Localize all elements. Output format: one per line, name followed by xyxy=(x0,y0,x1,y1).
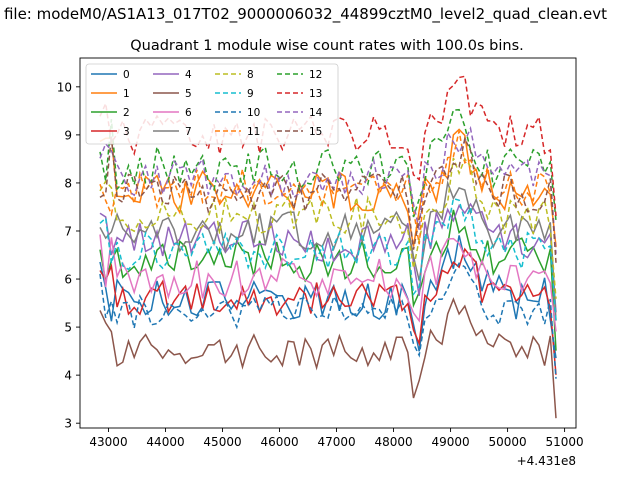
legend-label-4: 4 xyxy=(185,69,192,81)
y-tick-label: 3 xyxy=(64,417,72,431)
x-tick-label: 48000 xyxy=(374,435,412,449)
series-line-8 xyxy=(99,157,557,299)
y-tick-label: 5 xyxy=(64,321,72,335)
x-axis-offset-label: +4.431e8 xyxy=(517,454,576,468)
legend-label-12: 12 xyxy=(309,69,322,81)
x-axis: 43000 44000 45000 46000 47000 48000 49000 50000… xyxy=(89,428,584,449)
legend-label-2: 2 xyxy=(123,107,130,119)
y-tick-label: 6 xyxy=(64,273,72,287)
axes-frame xyxy=(79,57,577,429)
series-line-9 xyxy=(99,197,557,321)
legend-label-3: 3 xyxy=(123,126,130,138)
legend-label-14: 14 xyxy=(309,107,323,119)
chart-title: Quadrant 1 module wise count rates with … xyxy=(130,38,524,54)
series-line-13 xyxy=(99,75,557,217)
series-line-7 xyxy=(99,179,557,321)
legend-label-11: 11 xyxy=(247,126,260,138)
series-line-15 xyxy=(99,136,557,263)
x-tick-label: 49000 xyxy=(431,435,469,449)
y-tick-label: 4 xyxy=(64,369,72,383)
series-line-12 xyxy=(99,108,557,221)
legend-label-6: 6 xyxy=(185,107,192,119)
y-tick-label: 10 xyxy=(57,80,72,94)
legend-label-13: 13 xyxy=(309,88,322,100)
x-tick-label: 50000 xyxy=(488,435,526,449)
x-tick-label: 47000 xyxy=(317,435,355,449)
x-tick-label: 46000 xyxy=(260,435,298,449)
series-line-11 xyxy=(99,130,557,248)
y-axis: 3 4 5 6 7 8 9 10 xyxy=(57,80,80,431)
legend-label-5: 5 xyxy=(185,88,192,100)
figure-suptitle: a file: modeM0/AS1A13_017T02_9000006032_… xyxy=(0,5,607,23)
x-tick-label: 51000 xyxy=(546,435,584,449)
legend-label-7: 7 xyxy=(185,126,192,138)
series-line-14 xyxy=(99,125,557,254)
legend-label-8: 8 xyxy=(247,69,254,81)
series-line-2 xyxy=(99,209,557,351)
legend-label-0: 0 xyxy=(123,69,130,81)
y-tick-label: 7 xyxy=(64,224,72,238)
series-line-6 xyxy=(99,234,557,332)
series-line-3 xyxy=(99,247,557,375)
x-tick-label: 44000 xyxy=(146,435,184,449)
legend-label-9: 9 xyxy=(247,88,254,100)
y-tick-label: 9 xyxy=(64,128,72,142)
series-line-10 xyxy=(99,262,557,379)
x-tick-label: 45000 xyxy=(203,435,241,449)
y-tick-label: 8 xyxy=(64,176,72,190)
legend-box xyxy=(85,63,339,145)
series-line-0 xyxy=(99,235,557,359)
legend-label-1: 1 xyxy=(123,88,130,100)
legend-label-15: 15 xyxy=(309,126,322,138)
legend-label-10: 10 xyxy=(247,107,260,119)
plot-area xyxy=(99,75,557,419)
x-tick-label: 43000 xyxy=(89,435,127,449)
series-line-5 xyxy=(99,297,557,419)
